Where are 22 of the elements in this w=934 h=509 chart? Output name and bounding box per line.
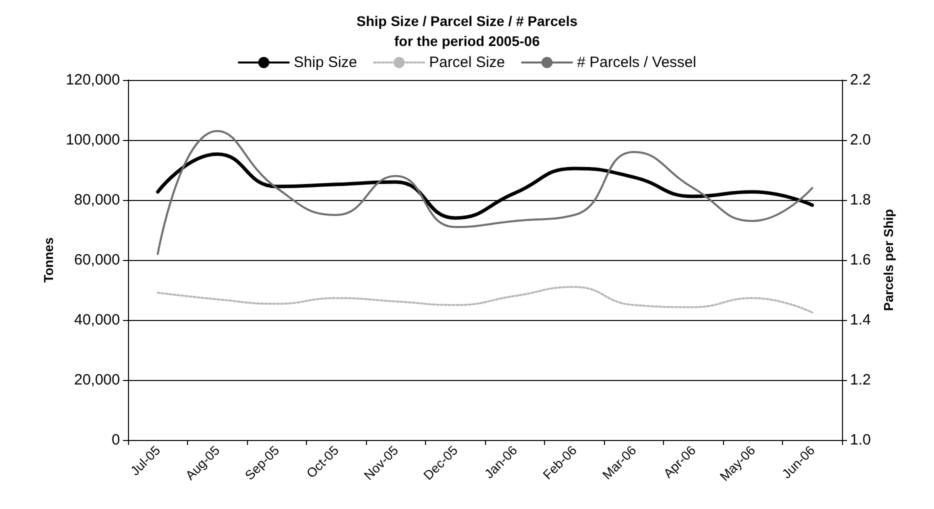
y-tick-label: 120,000 <box>66 72 120 88</box>
y-tick-label: 80,000 <box>74 192 120 208</box>
legend-label: Ship Size <box>294 54 358 71</box>
y-tick-label: 0 <box>112 432 120 448</box>
y-tick-label: 20,000 <box>74 372 120 388</box>
y2-tick-label: 1.2 <box>850 372 871 388</box>
legend-label: # Parcels / Vessel <box>577 54 696 71</box>
y2-tick-label: 1.4 <box>850 312 871 328</box>
y2-axis-title: Parcels per Ship <box>880 209 896 311</box>
y2-tick-label: 1.0 <box>850 432 871 448</box>
y2-tick-label: 2.2 <box>850 72 871 88</box>
y-tick-label: 100,000 <box>66 132 120 148</box>
y2-tick-label: 1.8 <box>850 192 871 208</box>
legend-label: Parcel Size <box>429 54 506 71</box>
line-series <box>156 130 814 255</box>
y2-tick-label: 2.0 <box>850 132 871 148</box>
y-tick-label: 60,000 <box>74 252 120 268</box>
y-tick-label: 40,000 <box>74 312 120 328</box>
chart-title: Ship Size / Parcel Size / # Parcels for the period 2005-06 <box>356 13 578 49</box>
line-series <box>156 286 814 314</box>
y2-tick-label: 1.6 <box>850 252 871 268</box>
y-axis-title: Tonnes <box>40 237 56 283</box>
